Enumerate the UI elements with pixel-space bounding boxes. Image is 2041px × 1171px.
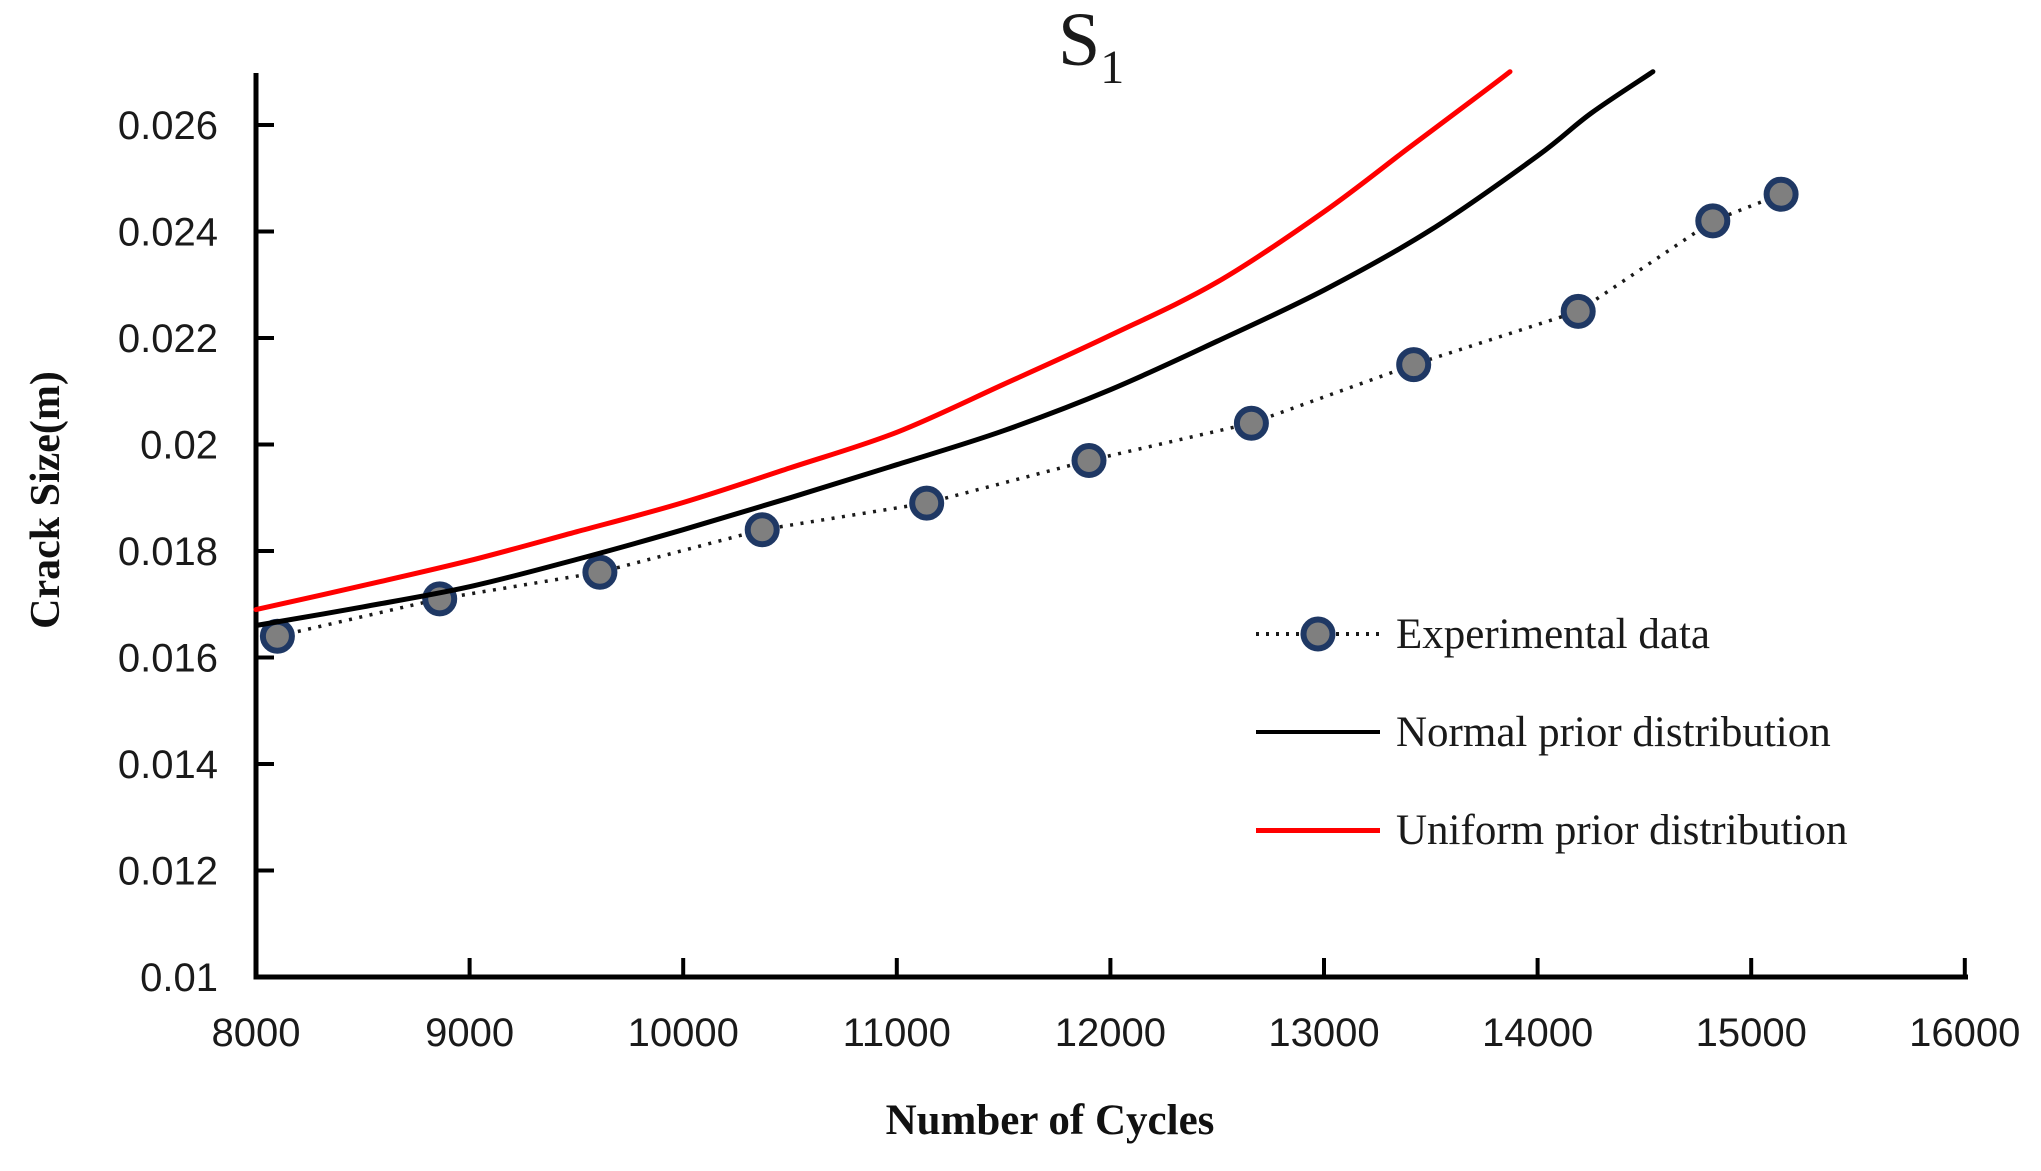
experimental-marker-icon — [1300, 616, 1336, 652]
x-tick-label: 14000 — [1482, 1011, 1593, 1055]
x-tick-label: 16000 — [1909, 1011, 2020, 1055]
legend: Experimental data Normal prior distribut… — [1256, 585, 1847, 879]
x-tick-label: 11000 — [843, 1011, 951, 1055]
data-point-experimental-data — [1233, 405, 1269, 441]
chart-title: S1 — [1058, 2, 1124, 92]
x-tick-label: 12000 — [1055, 1011, 1166, 1055]
x-axis-title: Number of Cycles — [885, 1097, 1215, 1144]
data-point-experimental-data — [909, 485, 945, 521]
series-line-experimental-data — [277, 192, 1782, 638]
data-point-experimental-data — [1560, 293, 1596, 329]
data-point-experimental-data — [1763, 176, 1799, 212]
data-point-experimental-data — [1695, 203, 1731, 239]
x-tick-label: 8000 — [212, 1011, 301, 1055]
chart-title-subscript: 1 — [1100, 41, 1125, 94]
y-tick-label: 0.012 — [118, 850, 218, 894]
data-point-experimental-data — [582, 554, 618, 590]
y-tick-label: 0.022 — [118, 317, 218, 361]
y-tick-label: 0.024 — [118, 211, 218, 255]
normal-prior-line-icon — [1256, 730, 1380, 734]
data-point-experimental-data — [1396, 347, 1432, 383]
legend-item-uniform-prior: Uniform prior distribution — [1256, 781, 1847, 879]
x-tick-label: 15000 — [1696, 1011, 1807, 1055]
data-point-experimental-data — [1071, 443, 1107, 478]
data-point-experimental-data — [744, 512, 780, 548]
legend-item-normal-prior: Normal prior distribution — [1256, 683, 1847, 781]
legend-label-uniform-prior: Uniform prior distribution — [1396, 806, 1848, 854]
series-line-uniform-prior-distribution — [253, 69, 1513, 613]
x-tick-label: 10000 — [628, 1011, 739, 1055]
y-tick-label: 0.014 — [118, 743, 218, 787]
legend-label-normal-prior: Normal prior distribution — [1396, 708, 1831, 756]
y-tick-label: 0.018 — [118, 530, 218, 574]
chart-title-main: S — [1058, 0, 1101, 82]
y-tick-label: 0.02 — [140, 424, 218, 468]
x-tick-label: 9000 — [425, 1011, 514, 1055]
y-tick-label: 0.026 — [118, 104, 218, 148]
legend-item-experimental: Experimental data — [1256, 585, 1847, 683]
series-line-normal-prior-distribution — [253, 69, 1656, 628]
uniform-prior-line-icon — [1256, 827, 1380, 833]
experimental-series-icon — [1256, 616, 1380, 652]
y-tick-label: 0.01 — [140, 956, 218, 1000]
y-tick-label: 0.016 — [118, 637, 218, 681]
x-tick-label: 13000 — [1268, 1011, 1379, 1055]
legend-label-experimental: Experimental data — [1396, 610, 1710, 658]
